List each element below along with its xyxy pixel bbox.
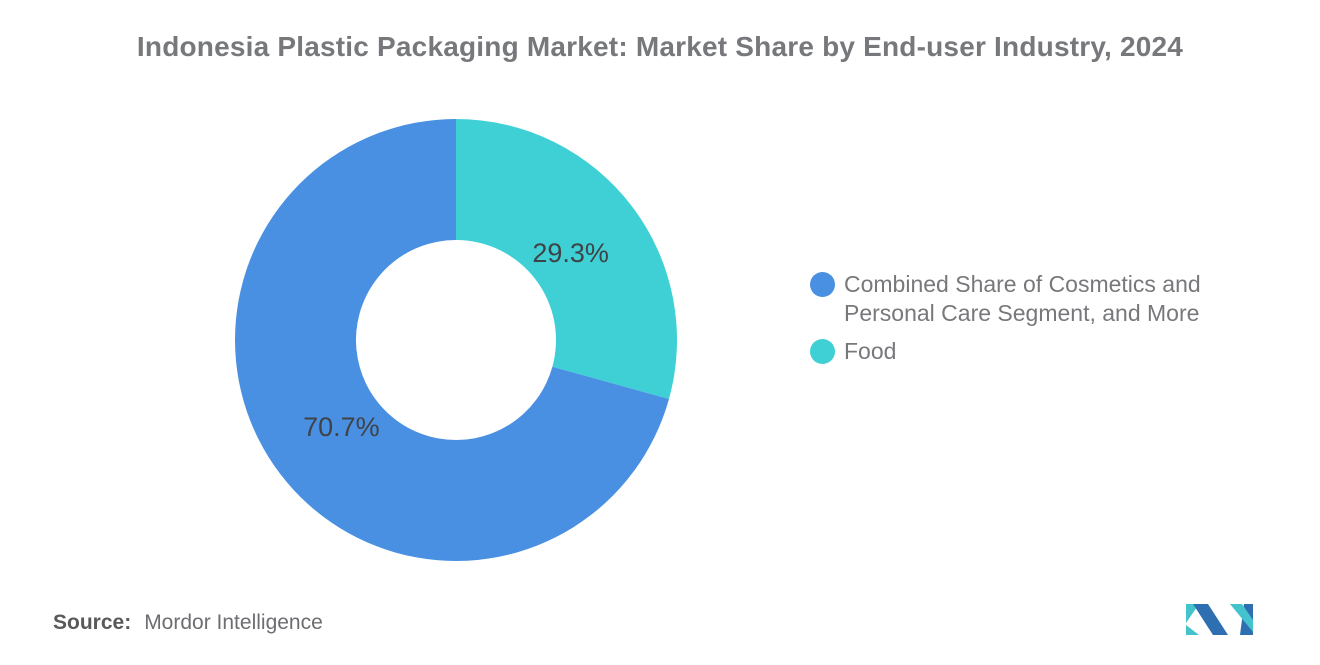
donut-segment-food[interactable] — [456, 119, 677, 399]
logo-shape-blue-diagonal — [1193, 604, 1228, 635]
chart-title: Indonesia Plastic Packaging Market: Mark… — [136, 31, 1184, 62]
legend-marker-icon — [810, 272, 835, 297]
legend-item-combined[interactable]: Combined Share of Cosmetics and Personal… — [810, 270, 1296, 328]
logo-shape-teal-bottom-left — [1186, 625, 1199, 635]
donut-segment-combined[interactable] — [234, 119, 669, 561]
source-line: Source: Mordor Intelligence — [53, 611, 323, 635]
donut-chart: 29.3% 70.7% — [226, 110, 686, 570]
legend-label: Food — [844, 338, 897, 364]
logo-shape-teal-top-right — [1230, 604, 1253, 632]
legend-marker-icon — [810, 339, 835, 364]
legend-label: Combined Share of Cosmetics and Personal… — [844, 271, 1201, 326]
donut-svg: 29.3% 70.7% — [234, 119, 677, 561]
mordor-intelligence-logo — [1186, 604, 1253, 635]
donut-label-food: 29.3% — [532, 238, 609, 268]
legend: Combined Share of Cosmetics and Personal… — [810, 270, 1296, 375]
logo-shape-teal-top-left — [1186, 604, 1199, 623]
source-value: Mordor Intelligence — [144, 611, 323, 634]
donut-label-combined: 70.7% — [303, 412, 380, 442]
legend-item-food[interactable]: Food — [810, 337, 1296, 366]
source-label: Source: — [53, 611, 132, 634]
